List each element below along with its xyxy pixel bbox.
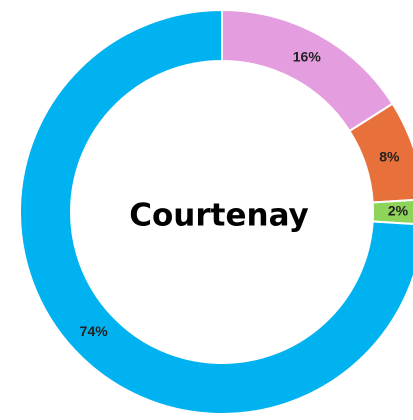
slice-label: 74%: [80, 323, 109, 339]
slice-label: 2%: [388, 203, 409, 219]
slice-label: 8%: [379, 148, 400, 164]
donut-slice: [19, 8, 413, 415]
chart-title: Courtenay: [129, 198, 309, 234]
slice-label: 16%: [293, 48, 322, 64]
donut-slice: [221, 8, 394, 133]
slices: [19, 8, 413, 415]
